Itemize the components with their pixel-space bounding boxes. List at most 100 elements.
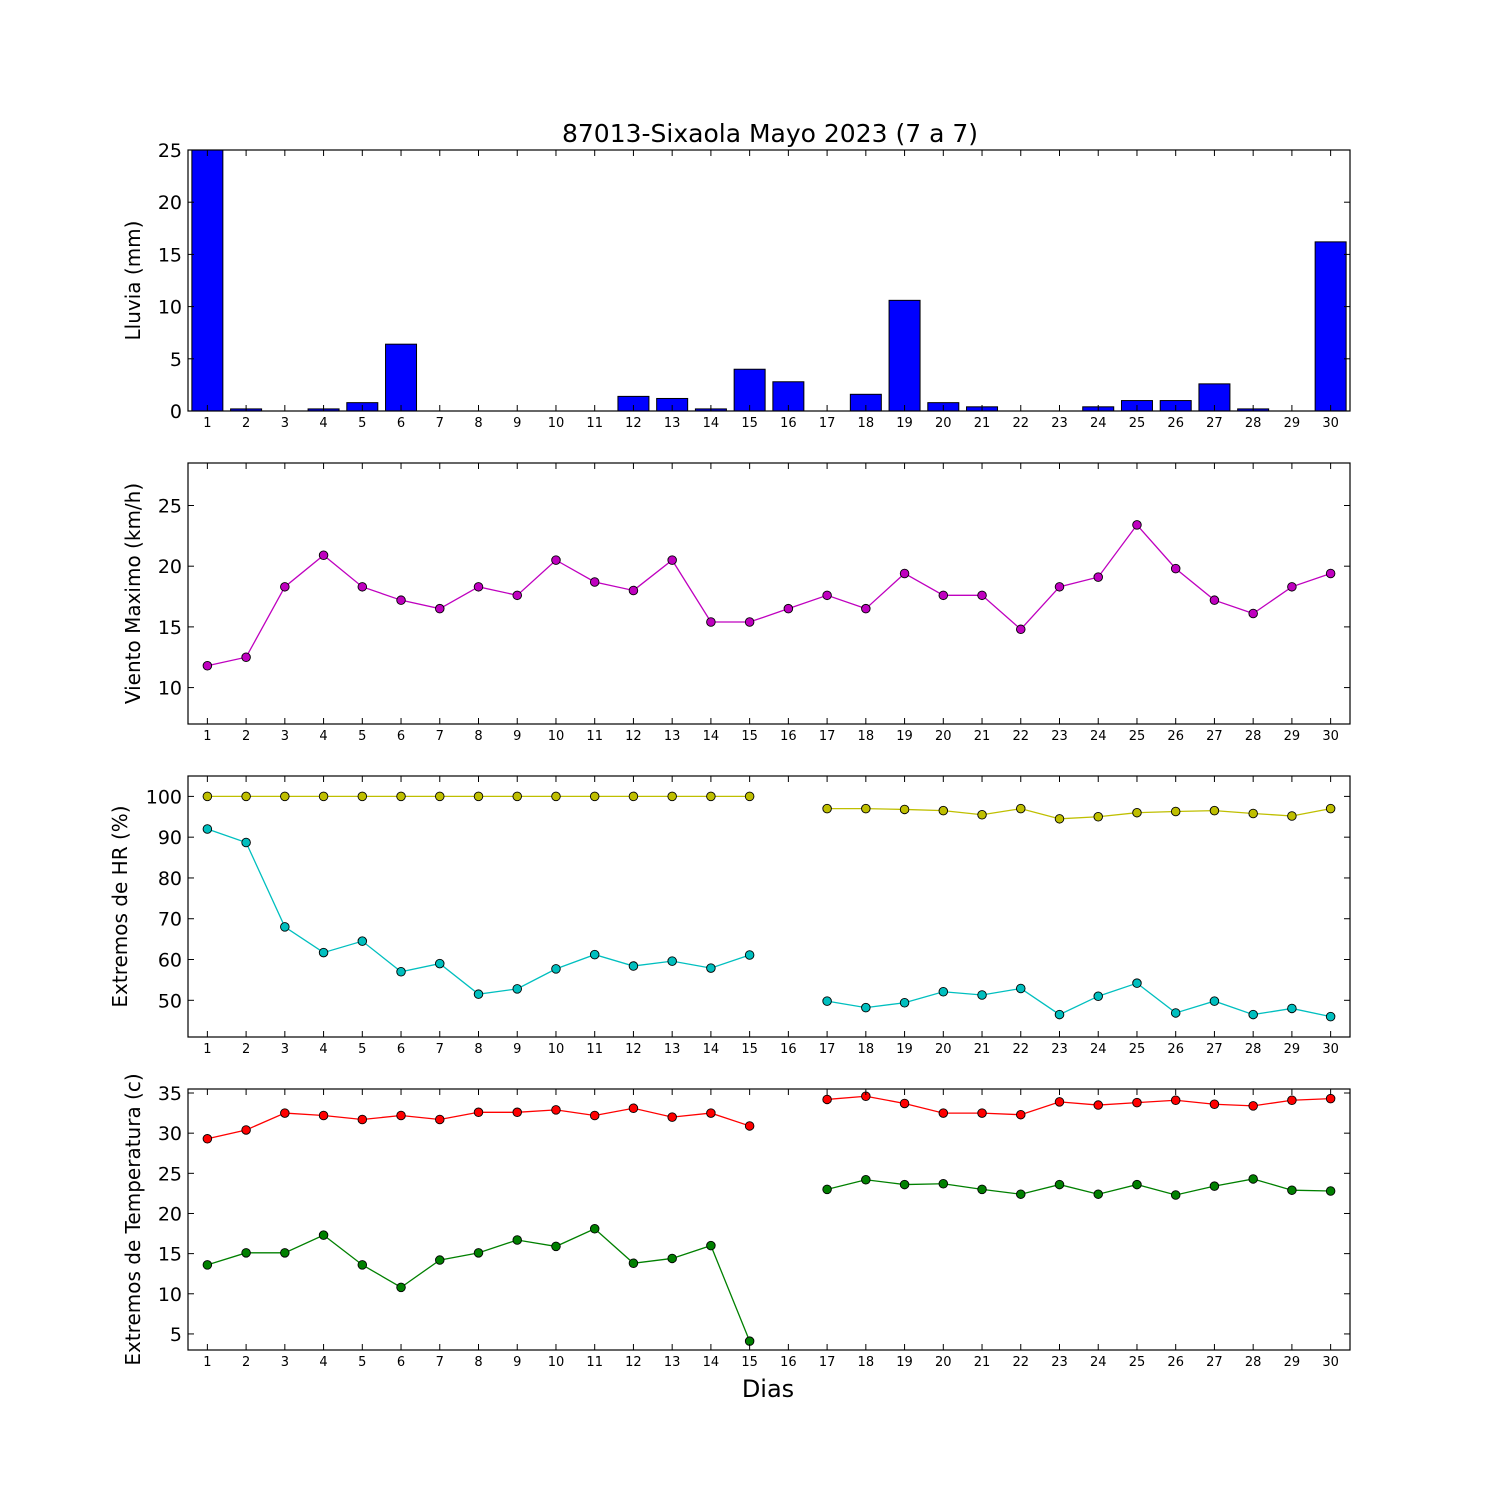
humidity-series-1-point [396,967,406,977]
humidity-xtick-label: 19 [896,1042,913,1057]
temperature-series-1-point [1287,1185,1297,1195]
wind-series-0-point [280,582,290,592]
temperature-series-0-point [1170,1095,1181,1105]
temperature-ytick-label: 10 [158,1284,182,1306]
rainfall-bar [191,149,224,412]
temperature-series-0-point [435,1114,445,1125]
humidity-series-1-line [207,828,750,995]
rainfall-xtick-label: 12 [625,416,642,431]
wind-series-0-point [822,590,832,601]
temperature-xtick-label: 29 [1284,1355,1301,1370]
humidity-series-1-point [1287,1003,1297,1014]
temperature-series-0-point [1093,1100,1103,1110]
temperature-xtick-label: 6 [397,1355,405,1370]
wind-xtick-label: 6 [397,729,405,744]
rainfall-xtick-label: 23 [1051,416,1068,431]
rainfall-xtick-label: 22 [1012,416,1029,431]
temperature-series-1-point [202,1260,213,1270]
humidity-xtick-label: 13 [664,1042,681,1057]
humidity-series-0-point [1287,811,1297,821]
wind-series-0-point [744,617,755,627]
rainfall-xtick-label: 26 [1167,416,1184,431]
rainfall-xtick-label: 9 [513,416,521,431]
temperature-series-0-point [1054,1097,1065,1107]
wind-axes-frame [187,462,1351,725]
temperature-xtick-label: 5 [358,1355,366,1370]
humidity-y-axis-label: Extremos de HR (%) [108,805,132,1007]
temperature-ytick-label: 15 [158,1244,182,1266]
temperature-xtick-label: 3 [281,1355,289,1370]
humidity-series-0-point [1054,814,1065,824]
temperature-xtick-label: 23 [1051,1355,1068,1370]
temperature-series-1-point [280,1248,290,1258]
rainfall-xtick-label: 27 [1206,416,1223,431]
temperature-series-0-point [744,1121,755,1131]
rainfall-xtick-label: 7 [436,416,444,431]
wind-y-axis-label: Viento Maximo (km/h) [121,483,145,704]
humidity-xtick-label: 2 [242,1042,250,1057]
temperature-series-0-point [1287,1095,1297,1105]
temperature-series-0-point [822,1094,832,1105]
humidity-series-0-point [628,791,639,802]
temperature-series-1-point [977,1184,987,1195]
humidity-series-1-point [1170,1008,1181,1018]
humidity-xtick-label: 3 [281,1042,289,1057]
temperature-series-0-point [628,1103,639,1114]
wind-series-0-point [318,550,329,561]
humidity-series-0-point [1325,803,1336,814]
rainfall-xtick-label: 16 [780,416,797,431]
humidity-ytick-label: 80 [158,868,182,890]
rainfall-xtick-label: 21 [974,416,991,431]
humidity-series-0-point [977,809,987,820]
temperature-series-1-point [706,1240,716,1251]
rainfall-xtick-label: 10 [548,416,565,431]
temperature-series-0-point [357,1114,368,1125]
humidity-series-1-point [667,956,677,966]
humidity-xtick-label: 4 [319,1042,327,1057]
temperature-xtick-label: 12 [625,1355,642,1370]
humidity-series-0-point [512,791,522,802]
wind-series-0-point [512,590,522,601]
humidity-ytick-label: 50 [158,990,182,1012]
rainfall-bar [888,299,921,412]
humidity-xtick-label: 1 [203,1042,211,1057]
humidity-series-1-point [280,922,290,932]
humidity-series-0-point [899,804,910,815]
humidity-series-1-point [1054,1009,1065,1020]
humidity-series-0-point [280,791,290,802]
temperature-series-1-point [551,1241,561,1252]
rainfall-ytick-label: 25 [158,140,182,162]
temperature-xtick-label: 26 [1167,1355,1184,1370]
humidity-series-0-point [551,791,561,802]
wind-xtick-label: 29 [1284,729,1301,744]
humidity-xtick-label: 12 [625,1042,642,1057]
temperature-series-1-point [1093,1189,1103,1199]
humidity-xtick-label: 16 [780,1042,797,1057]
temperature-xtick-label: 28 [1245,1355,1262,1370]
humidity-xtick-label: 27 [1206,1042,1223,1057]
wind-xtick-label: 9 [513,729,521,744]
wind-xtick-label: 19 [896,729,913,744]
temperature-series-1-point [512,1235,522,1245]
rainfall-xtick-label: 13 [664,416,681,431]
wind-xtick-label: 24 [1090,729,1107,744]
wind-series-0-point [977,590,987,601]
wind-xtick-label: 26 [1167,729,1184,744]
rainfall-bar [385,343,418,412]
humidity-series-1-point [1325,1011,1336,1022]
wind-xtick-label: 20 [935,729,952,744]
humidity-series-1-point [357,936,368,946]
wind-series-0-point [473,582,484,592]
temperature-series-1-point [628,1258,639,1269]
humidity-series-1-point [589,949,600,960]
rainfall-xtick-label: 24 [1090,416,1107,431]
humidity-series-0-point [202,791,213,802]
x-axis-label: Dias [742,1375,794,1403]
humidity-series-0-point [938,805,949,816]
temperature-series-1-point [1248,1174,1258,1184]
humidity-series-0-point [822,803,832,814]
temperature-ytick-label: 25 [158,1163,182,1185]
rainfall-xtick-label: 14 [703,416,720,431]
